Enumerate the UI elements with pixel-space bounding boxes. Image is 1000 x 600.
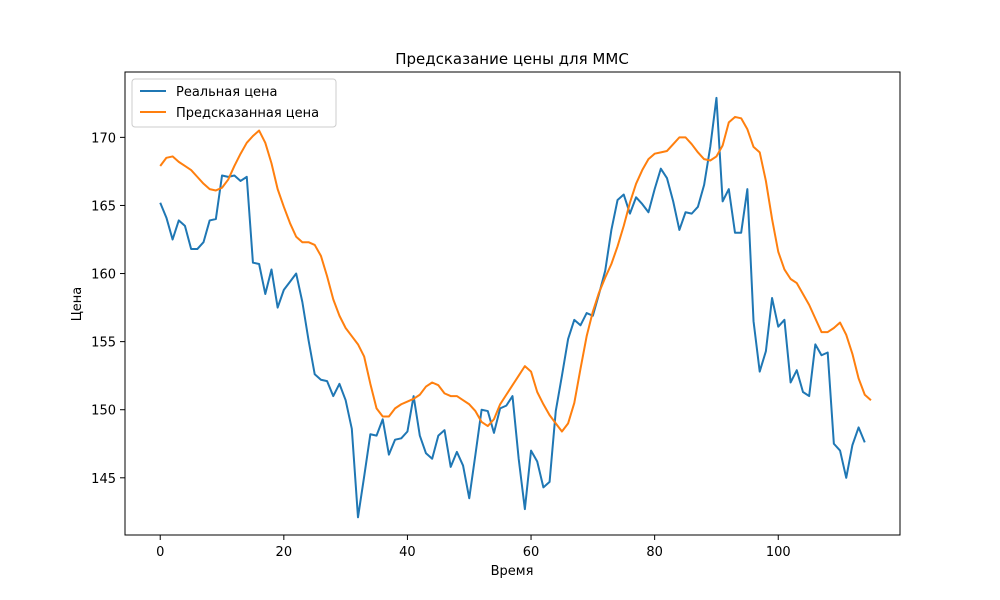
plot-frame bbox=[124, 71, 901, 536]
x-tick-label: 100 bbox=[766, 545, 791, 560]
series-layer bbox=[159, 96, 872, 519]
legend: Реальная цена Предсказанная цена bbox=[131, 78, 337, 128]
series-line-real-price bbox=[159, 96, 866, 519]
x-tick-label: 40 bbox=[399, 545, 416, 560]
legend-box bbox=[131, 78, 337, 128]
y-tick-label: 150 bbox=[91, 404, 116, 419]
x-tick-label: 20 bbox=[276, 545, 293, 560]
y-axis: 145 150 155 160 165 170 bbox=[91, 131, 125, 487]
y-axis-label: Цена bbox=[70, 287, 85, 322]
legend-label-real-price: Реальная цена bbox=[176, 85, 278, 100]
x-tick-label: 80 bbox=[646, 545, 663, 560]
y-tick-label: 160 bbox=[91, 268, 116, 283]
x-axis-label: Время bbox=[491, 564, 534, 579]
y-tick-label: 155 bbox=[91, 336, 116, 351]
x-tick-label: 60 bbox=[523, 545, 540, 560]
y-tick-label: 145 bbox=[91, 472, 116, 487]
x-axis: 0 20 40 60 80 100 bbox=[156, 535, 791, 560]
legend-label-predicted-price: Предсказанная цена bbox=[176, 106, 319, 121]
y-tick-label: 165 bbox=[91, 199, 116, 214]
x-tick-label: 0 bbox=[156, 545, 164, 560]
y-tick-label: 170 bbox=[91, 131, 116, 146]
chart-title: Предсказание цены для MMC bbox=[395, 50, 629, 68]
series-line-predicted-price bbox=[159, 115, 872, 433]
